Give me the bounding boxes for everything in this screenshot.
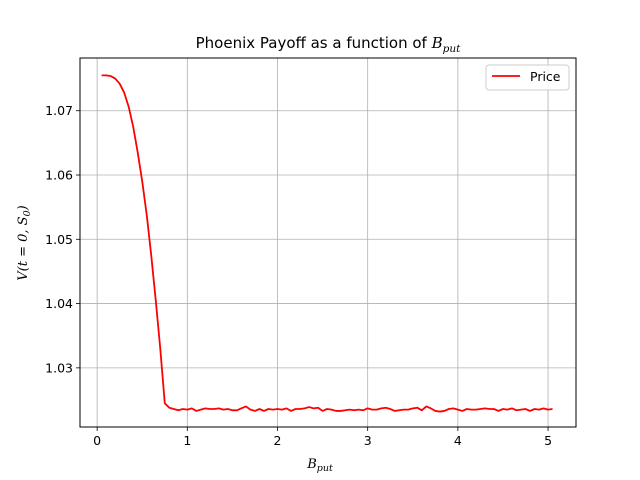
x-tick-label: 0 xyxy=(93,433,101,448)
y-tick-label: 1.07 xyxy=(45,103,73,118)
y-axis-label: V(t = 0, S0) xyxy=(16,205,33,280)
axes-frame xyxy=(79,57,577,428)
y-axis: 1.03 1.04 1.05 1.06 1.07 xyxy=(45,103,80,375)
chart-title: Phoenix Payoff as a function of Bput xyxy=(196,34,462,55)
x-axis-label: Bput xyxy=(306,457,333,474)
y-tick-label: 1.05 xyxy=(45,232,73,247)
x-tick-label: 1 xyxy=(183,433,191,448)
x-tick-label: 3 xyxy=(364,433,372,448)
grid xyxy=(80,58,576,427)
y-tick-label: 1.03 xyxy=(45,360,73,375)
x-tick-label: 2 xyxy=(274,433,282,448)
series-line-price xyxy=(101,74,553,413)
legend: Price xyxy=(485,64,570,91)
y-tick-label: 1.04 xyxy=(45,296,73,311)
y-tick-label: 1.06 xyxy=(45,168,73,183)
legend-label-price: Price xyxy=(530,69,561,84)
legend-box xyxy=(485,64,570,91)
plot-area xyxy=(101,74,553,413)
x-tick-label: 4 xyxy=(454,433,462,448)
x-tick-label: 5 xyxy=(544,433,552,448)
x-axis: 0 1 2 3 4 5 xyxy=(93,427,552,448)
